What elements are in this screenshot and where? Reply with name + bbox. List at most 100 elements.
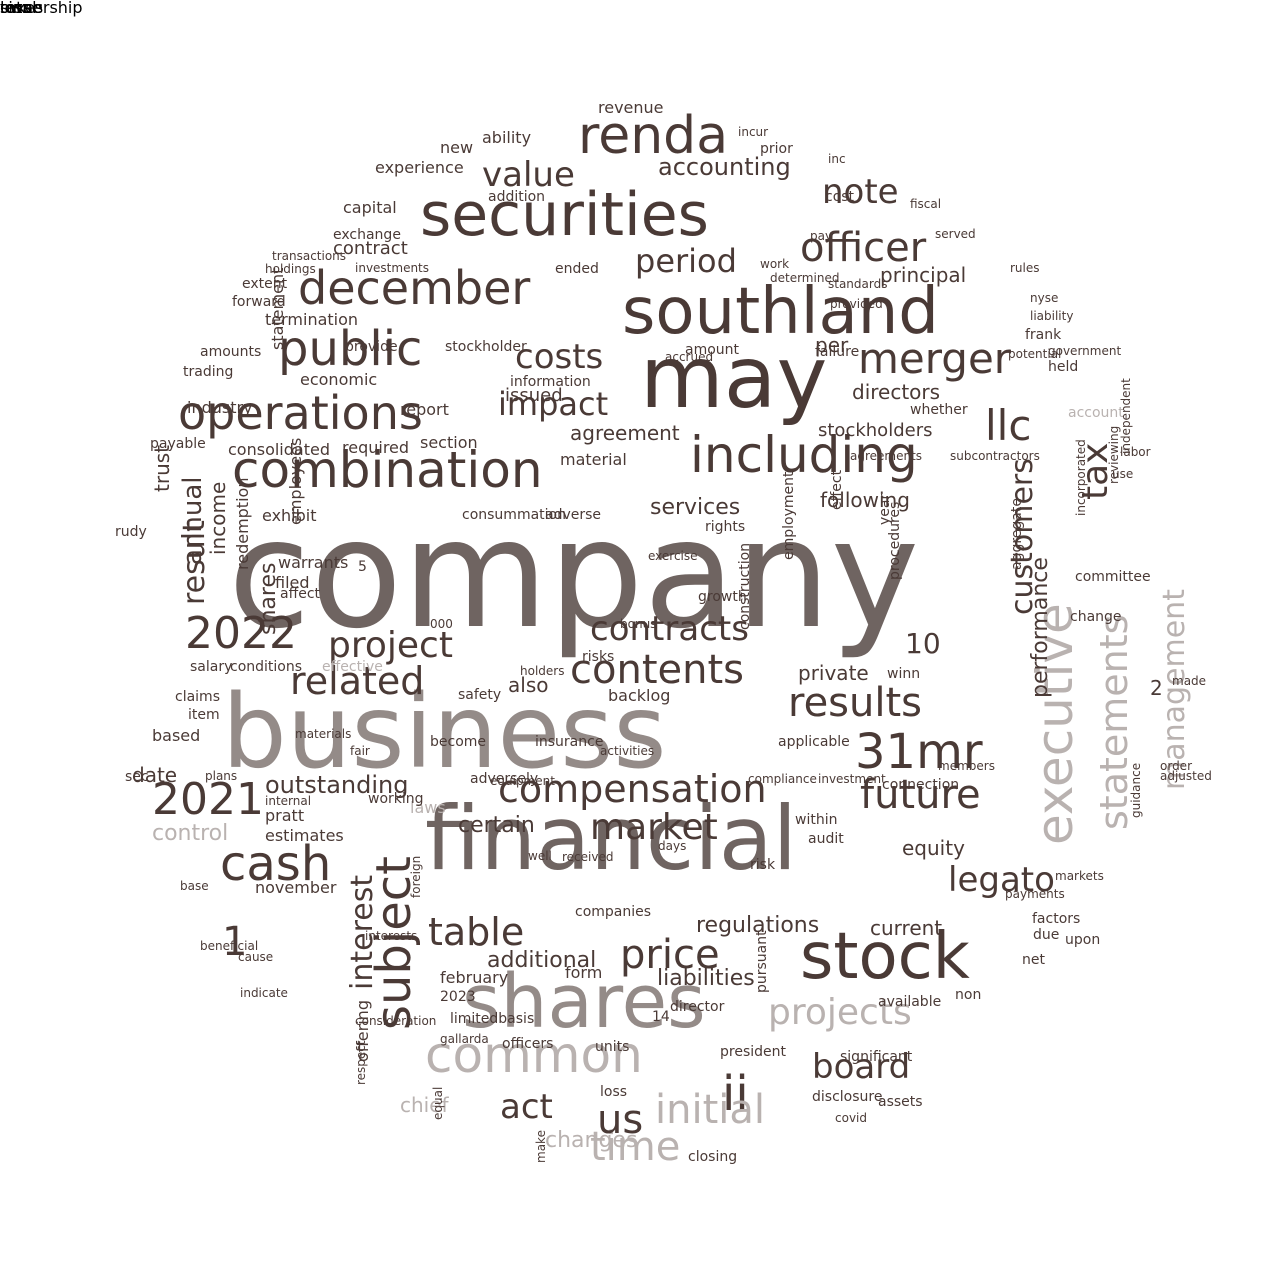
cloud-word: assets [878,1094,923,1110]
cloud-word: adverse [545,507,602,523]
cloud-word: consummation [462,507,566,523]
cloud-word: shares [462,959,706,1045]
cloud-word: payable [150,436,206,452]
cloud-word: 1 [222,919,248,965]
cloud-word: investments [355,261,430,275]
cloud-word: work [760,257,790,271]
cloud-word: report [400,400,449,419]
cloud-word: reviewing [1107,425,1121,484]
cloud-word: agreement [570,421,680,445]
cloud-word: statements [1092,614,1136,830]
cloud-word: private [798,661,869,685]
cloud-word: cause [238,950,274,964]
cloud-word: backlog [608,686,671,705]
cloud-word: additional [487,948,597,973]
cloud-word: agreements [850,449,923,463]
cloud-word: held [1048,359,1079,375]
cloud-word: members [938,759,995,773]
cloud-word: made [1172,674,1207,688]
cloud-word: impact [498,385,609,423]
cloud-word: equal [431,1086,445,1120]
cloud-word: conditions [230,659,303,675]
cloud-word: combination [232,441,543,499]
cloud-word: capital [343,198,397,217]
cloud-word: failure [815,344,860,360]
cloud-word: affect [280,586,321,602]
cloud-word: economic [300,370,378,389]
cloud-word: rudy [115,524,147,540]
cloud-word: consideration [355,1014,437,1028]
cloud-word: officers [502,1036,554,1052]
cloud-word: ability [482,128,532,147]
cloud-word: income [206,481,230,555]
cloud-word: within [795,812,838,828]
cloud-word: trading [183,364,234,380]
cloud-word: guidance [1129,762,1143,818]
cloud-word: related [290,659,425,703]
cloud-word: 31mr [855,724,983,780]
cloud-word: well [528,849,552,863]
cloud-word: annual [178,476,208,565]
cloud-word: exchange [333,227,401,243]
cloud-word: financial [425,787,798,890]
cloud-word: 10 [905,627,941,660]
cloud-word: accrued [665,350,714,364]
cloud-word: material [560,450,627,469]
cloud-word: holdings [265,262,316,276]
cloud-word: market [590,807,718,848]
cloud-word: form [565,963,603,982]
cloud-word: merger [858,334,1012,383]
cloud-word: whether [910,402,968,418]
cloud-word: loss [600,1084,628,1100]
cloud-word: directors [852,380,941,404]
cloud-word: contract [333,238,408,259]
cloud-word: costs [515,337,604,377]
cloud-word: stockholder [445,339,527,355]
cloud-word: cost [825,189,855,205]
cloud-word: incur [738,125,769,139]
cloud-word: ii [722,1066,749,1122]
cloud-word: total [0,0,37,17]
cloud-word: bonus [620,617,657,631]
cloud-word: item [188,707,220,723]
cloud-word: period [635,242,737,280]
cloud-word: act [500,1087,553,1127]
cloud-word: 14 [652,1009,670,1025]
cloud-word: growth [698,589,747,605]
cloud-word: compliance [748,772,817,786]
cloud-word: 000 [430,617,453,631]
cloud-word: public [278,321,423,377]
cloud-word: trust [150,444,174,492]
cloud-word: audit [808,831,844,847]
cloud-word: required [342,438,410,457]
cloud-word: units [595,1039,630,1055]
cloud-word: adversely [470,771,539,787]
cloud-word: compensation [498,767,767,811]
cloud-word: provide [345,339,398,355]
cloud-word: exhibit [262,506,317,525]
cloud-word: employment [781,471,797,561]
cloud-word: chief [400,1093,449,1117]
cloud-word: limitedbasis [450,1011,535,1027]
cloud-word: labor [1120,445,1151,459]
cloud-word: ended [555,261,599,277]
cloud-word: provided [830,297,883,311]
cloud-word: account [1068,405,1124,421]
cloud-word: llc [985,401,1032,450]
cloud-word: year [877,493,893,525]
cloud-word: transactions [272,249,347,263]
cloud-word: since [0,0,42,17]
cloud-word: based [152,726,201,745]
cloud-word: rights [705,519,746,535]
cloud-word: change [1070,609,1122,625]
cloud-word: table [428,910,525,954]
cloud-word: winn [887,666,921,682]
cloud-word: stock [800,920,970,994]
cloud-word: addition [488,189,546,205]
cloud-word: services [650,495,741,520]
cloud-word: renda [578,106,729,166]
cloud-word: liabilities [657,966,755,991]
cloud-word: markets [1055,869,1104,883]
cloud-word: company [228,488,920,662]
cloud-word: use [1112,467,1134,481]
